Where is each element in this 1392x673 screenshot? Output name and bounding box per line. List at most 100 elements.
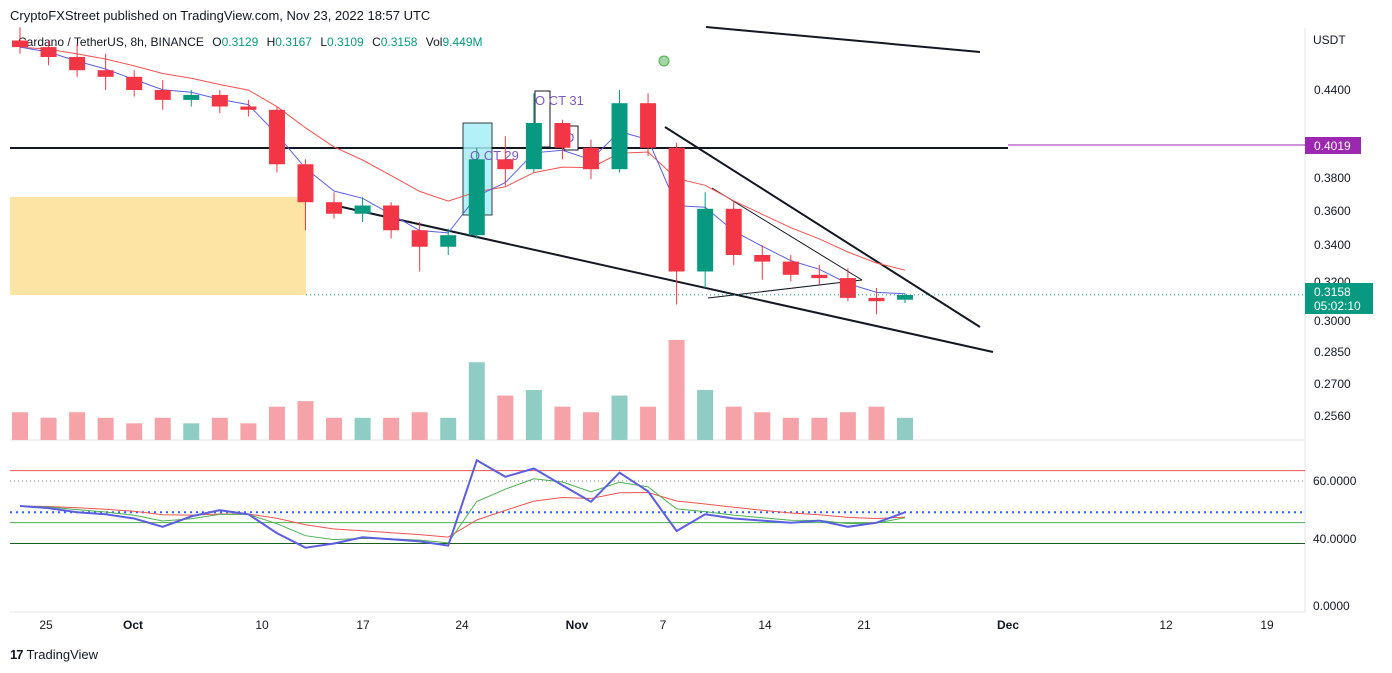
- time-tick-label: 19: [1260, 618, 1274, 632]
- upper-trendline: [705, 26, 981, 53]
- candle-body: [897, 294, 913, 300]
- candle-body: [40, 47, 57, 57]
- candle-body: [154, 90, 171, 100]
- time-tick-label: 10: [255, 618, 269, 632]
- time-tick-label: 14: [758, 618, 772, 632]
- rsi-line: [19, 458, 906, 549]
- candle-body: [868, 297, 885, 302]
- rsi-ma-fast-line: [19, 478, 906, 544]
- volume-bar: [240, 423, 257, 440]
- symbol-legend: Cardano / TetherUS, 8h, BINANCE O0.3129 …: [18, 35, 483, 49]
- volume-bar: [69, 412, 86, 440]
- open-label: O: [212, 35, 222, 49]
- candle-body: [97, 70, 114, 77]
- volume-bar: [97, 417, 114, 440]
- candle-body: [211, 94, 228, 107]
- volume-bar: [126, 423, 143, 440]
- open-value: 0.3129: [221, 35, 259, 49]
- last-price-tag-value: 0.3158: [1314, 285, 1351, 299]
- volume-bar: [183, 423, 200, 440]
- currency-label: USDT: [1313, 33, 1346, 47]
- high-value: 0.3167: [275, 35, 312, 49]
- high-label: H: [266, 35, 276, 49]
- volume-bar: [868, 406, 885, 440]
- candle-body: [183, 94, 200, 100]
- volume-bar: [697, 390, 714, 440]
- volume-bar: [897, 417, 913, 440]
- level-price-tag: [1305, 137, 1361, 154]
- annotation-label-2: O CT 31: [535, 93, 584, 108]
- triangle-top-line: [711, 187, 863, 281]
- time-tick-label: Dec: [997, 618, 1019, 632]
- volume-bar: [725, 406, 742, 440]
- annotation-label-1: O CT 29: [470, 148, 519, 163]
- brand-label: TradingView: [26, 647, 99, 662]
- price-tick-label: 0.3600: [1314, 204, 1351, 218]
- low-label: L: [320, 35, 328, 49]
- candle-body: [497, 159, 514, 170]
- candle-body: [268, 109, 285, 165]
- time-tick-label: 12: [1159, 618, 1173, 632]
- volume-bar: [582, 412, 599, 440]
- volume-bar: [297, 401, 314, 440]
- alert-marker: [658, 55, 670, 67]
- volume-label: Vol: [425, 35, 443, 49]
- candle-body: [697, 208, 714, 272]
- symbol-name[interactable]: Cardano / TetherUS, 8h, BINANCE: [18, 35, 204, 49]
- volume-bar: [754, 412, 771, 440]
- candle-body: [297, 164, 314, 203]
- volume-bar: [440, 417, 457, 440]
- volume-bar: [326, 417, 343, 440]
- price-tick-label: 0.2560: [1314, 409, 1351, 423]
- candle-body: [12, 40, 28, 48]
- candle-body: [468, 159, 485, 236]
- candle-body: [811, 274, 828, 279]
- demand-zone: [10, 197, 306, 295]
- rsi-ma-slow-line: [19, 491, 906, 538]
- candle-body: [582, 147, 599, 170]
- candle-body: [554, 123, 571, 148]
- price-tick-label: 0.3000: [1314, 314, 1351, 328]
- ema-slow-line: [19, 46, 906, 271]
- tradingview-brand[interactable]: 17 TradingView: [10, 647, 98, 662]
- volume-bar: [468, 362, 485, 440]
- time-tick-label: 7: [660, 618, 667, 632]
- candle-body: [383, 205, 400, 231]
- volume-bar: [497, 395, 514, 440]
- candle-body: [782, 261, 799, 275]
- volume-bar: [383, 417, 400, 440]
- volume-bar: [211, 417, 228, 440]
- volume-bar: [268, 406, 285, 440]
- time-tick-label: 17: [356, 618, 370, 632]
- rsi-tick-label: 0.0000: [1313, 599, 1350, 613]
- candle-body: [611, 103, 628, 170]
- candle-body: [411, 230, 428, 247]
- volume-bar: [40, 417, 57, 440]
- time-tick-label: Oct: [123, 618, 143, 632]
- last-price-tag: [1305, 283, 1373, 314]
- volume-bar: [611, 395, 628, 440]
- volume-bar: [354, 417, 371, 440]
- volume-bar: [411, 412, 428, 440]
- close-value: 0.3158: [380, 35, 418, 49]
- volume-value: 9.449M: [442, 35, 483, 49]
- time-tick-label: 24: [455, 618, 469, 632]
- volume-bar: [640, 406, 657, 440]
- descending-resistance-line: [664, 126, 981, 328]
- price-tick-label: 0.4400: [1314, 83, 1351, 97]
- volume-bar: [839, 412, 856, 440]
- publish-info: CryptoFXStreet published on TradingView.…: [10, 8, 431, 23]
- close-label: C: [372, 35, 381, 49]
- rsi-tick-label: 60.0000: [1313, 474, 1357, 488]
- low-value: 0.3109: [327, 35, 364, 49]
- candle-body: [354, 205, 371, 214]
- candle-body: [668, 147, 685, 272]
- candle-body: [326, 202, 343, 214]
- lower-wedge-line: [332, 204, 994, 353]
- volume-bar: [782, 417, 799, 440]
- price-tick-label: 0.2700: [1314, 377, 1351, 391]
- price-tick-label: 0.2850: [1314, 345, 1351, 359]
- candle-body: [839, 278, 856, 298]
- volume-bar: [668, 340, 685, 440]
